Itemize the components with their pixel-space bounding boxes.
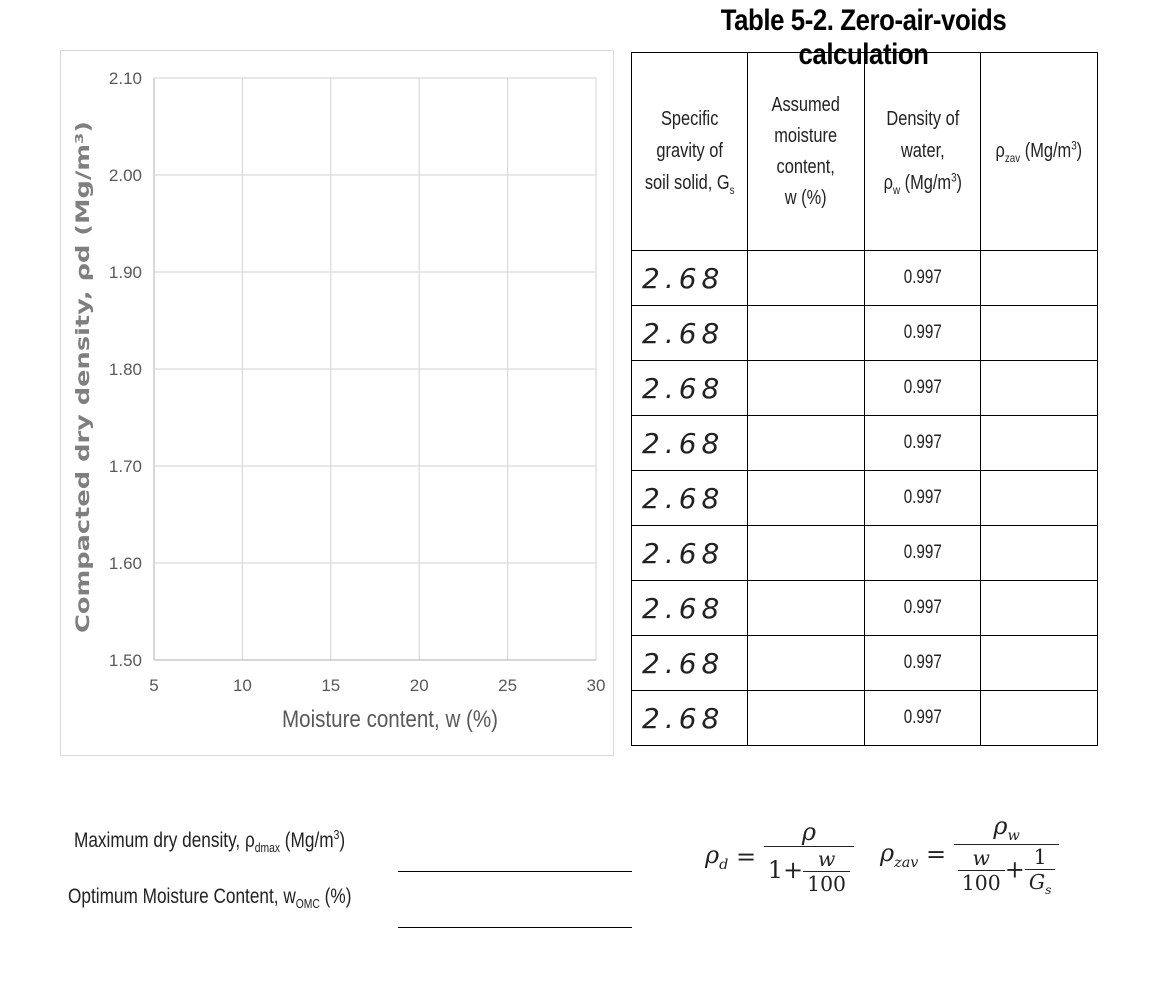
omc-field[interactable] <box>398 927 632 928</box>
formula-rho-d: ρd = ρ 1+ w 100 <box>705 818 855 896</box>
y-axis-title: Compacted dry density, ρd (Mg/m³) <box>72 121 94 633</box>
y-tick-label: 2.10 <box>109 69 142 88</box>
y-tick-label: 1.60 <box>109 554 142 573</box>
max-dry-density-label: Maximum dry density, ρdmax (Mg/m3) <box>74 828 346 856</box>
cell-moisture-content[interactable] <box>747 635 865 691</box>
cell-density-water: 0.997 <box>864 360 981 416</box>
y-tick-label: 1.90 <box>109 263 142 282</box>
chart-plot-area: 1.50 1.60 1.70 1.80 1.90 2.00 2.10 5 10 15 20 25 30 M… <box>72 69 606 733</box>
x-tick-label: 30 <box>587 676 606 695</box>
y-tick-label: 1.50 <box>109 651 142 670</box>
cell-moisture-content[interactable] <box>747 525 865 581</box>
cell-specific-gravity[interactable]: 2.68 <box>631 470 748 526</box>
table-row: 2.68 0.997 <box>631 415 1098 471</box>
cell-specific-gravity[interactable]: 2.68 <box>631 635 748 691</box>
table-row: 2.68 0.997 <box>631 635 1098 691</box>
cell-rho-zav[interactable] <box>980 580 1098 636</box>
cell-moisture-content[interactable] <box>747 305 865 361</box>
table-row: 2.68 0.997 <box>631 525 1098 581</box>
y-tick-label: 1.70 <box>109 457 142 476</box>
x-tick-label: 15 <box>321 676 340 695</box>
cell-specific-gravity[interactable]: 2.68 <box>631 250 748 306</box>
x-tick-label: 25 <box>498 676 517 695</box>
table-row: 2.68 0.997 <box>631 305 1098 361</box>
zero-air-voids-table: Specific gravity of soil solid, Gs Assum… <box>631 52 1098 746</box>
cell-specific-gravity[interactable]: 2.68 <box>631 305 748 361</box>
x-axis-title: Moisture content, w (%) <box>282 706 498 733</box>
cell-density-water: 0.997 <box>864 525 981 581</box>
header-density-water: Density of water, ρw (Mg/m3) <box>864 52 981 251</box>
table-body: 2.68 0.997 2.68 0.997 2.68 0.997 2.68 0.997 2.68… <box>631 250 1098 746</box>
header-assumed-moisture: Assumed moisture content, w (%) <box>747 52 865 251</box>
x-tick-label: 5 <box>149 676 158 695</box>
omc-label: Optimum Moisture Content, wOMC (%) <box>68 885 352 912</box>
cell-rho-zav[interactable] <box>980 360 1098 416</box>
cell-density-water: 0.997 <box>864 580 981 636</box>
cell-density-water: 0.997 <box>864 635 981 691</box>
max-dry-density-field[interactable] <box>398 871 632 872</box>
cell-moisture-content[interactable] <box>747 470 865 526</box>
cell-rho-zav[interactable] <box>980 690 1098 746</box>
table-row: 2.68 0.997 <box>631 580 1098 636</box>
cell-density-water: 0.997 <box>864 470 981 526</box>
header-specific-gravity: Specific gravity of soil solid, Gs <box>631 52 748 251</box>
table-row: 2.68 0.997 <box>631 690 1098 746</box>
compaction-chart: 1.50 1.60 1.70 1.80 1.90 2.00 2.10 5 10 15 20 25 30 M… <box>60 50 614 756</box>
cell-rho-zav[interactable] <box>980 305 1098 361</box>
x-tick-label: 20 <box>410 676 429 695</box>
cell-moisture-content[interactable] <box>747 690 865 746</box>
cell-specific-gravity[interactable]: 2.68 <box>631 690 748 746</box>
cell-rho-zav[interactable] <box>980 250 1098 306</box>
header-rho-zav: ρzav (Mg/m3) <box>980 52 1098 251</box>
cell-density-water: 0.997 <box>864 690 981 746</box>
y-tick-label: 1.80 <box>109 360 142 379</box>
cell-specific-gravity[interactable]: 2.68 <box>631 415 748 471</box>
cell-rho-zav[interactable] <box>980 635 1098 691</box>
cell-specific-gravity[interactable]: 2.68 <box>631 580 748 636</box>
cell-rho-zav[interactable] <box>980 525 1098 581</box>
table-header-row: Specific gravity of soil solid, Gs Assum… <box>631 52 1098 251</box>
x-tick-label: 10 <box>233 676 252 695</box>
cell-density-water: 0.997 <box>864 250 981 306</box>
table-row: 2.68 0.997 <box>631 470 1098 526</box>
cell-specific-gravity[interactable]: 2.68 <box>631 525 748 581</box>
cell-rho-zav[interactable] <box>980 415 1098 471</box>
y-tick-label: 2.00 <box>109 166 142 185</box>
table-row: 2.68 0.997 <box>631 250 1098 306</box>
table-row: 2.68 0.997 <box>631 360 1098 416</box>
cell-moisture-content[interactable] <box>747 415 865 471</box>
formula-rho-zav: ρzav = ρw w 100 +1 Gs <box>880 812 1060 897</box>
cell-moisture-content[interactable] <box>747 360 865 416</box>
cell-moisture-content[interactable] <box>747 250 865 306</box>
cell-density-water: 0.997 <box>864 305 981 361</box>
cell-density-water: 0.997 <box>864 415 981 471</box>
cell-specific-gravity[interactable]: 2.68 <box>631 360 748 416</box>
cell-moisture-content[interactable] <box>747 580 865 636</box>
cell-rho-zav[interactable] <box>980 470 1098 526</box>
